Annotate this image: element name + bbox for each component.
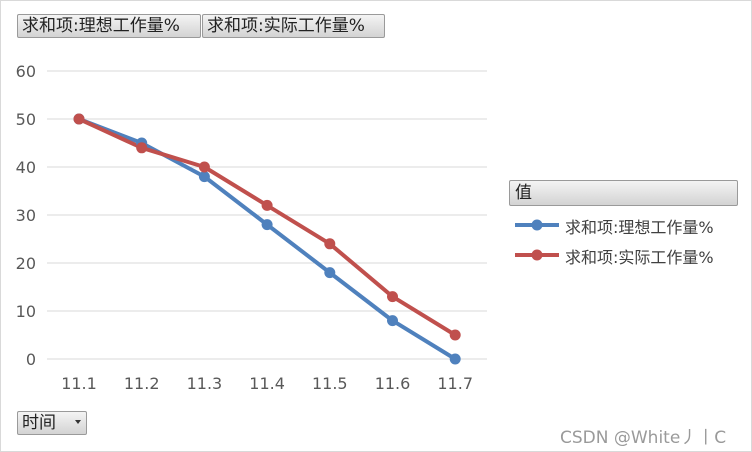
data-point-ideal	[261, 219, 273, 231]
data-point-actual	[261, 199, 273, 211]
y-tick-label: 0	[26, 350, 36, 369]
legend-dot-actual	[531, 249, 543, 261]
y-tick-label: 20	[16, 254, 36, 273]
series-line-ideal	[77, 117, 458, 361]
x-tick-label: 11.2	[124, 374, 160, 393]
data-point-actual	[387, 291, 398, 303]
legend-marker-ideal	[515, 219, 559, 231]
data-point-actual	[73, 113, 85, 125]
legend-title-button[interactable]: 值	[509, 180, 738, 206]
watermark: CSDN @White丿丨C	[560, 428, 727, 448]
x-tick-label: 11.1	[61, 374, 97, 393]
time-field-dropdown[interactable]: 时间	[17, 411, 87, 435]
field-button-actual-label: 求和项:实际工作量%	[207, 16, 365, 36]
data-point-actual	[198, 161, 210, 173]
y-tick-label: 50	[16, 110, 36, 129]
x-tick-label: 11.7	[437, 374, 473, 393]
field-button-ideal-workload[interactable]: 求和项:理想工作量%	[17, 14, 201, 38]
legend-label-ideal: 求和项:理想工作量%	[565, 218, 714, 237]
y-tick-label: 10	[16, 302, 36, 321]
x-tick-label: 11.4	[249, 374, 285, 393]
data-point-ideal	[449, 353, 461, 365]
data-point-actual	[136, 142, 148, 154]
legend-label-actual: 求和项:实际工作量%	[565, 248, 714, 267]
y-tick-label: 40	[16, 158, 36, 177]
data-point-ideal	[198, 171, 210, 183]
data-point-ideal	[387, 315, 398, 327]
legend-dot-ideal	[531, 219, 543, 231]
x-tick-label: 11.5	[312, 374, 348, 393]
legend-marker-actual	[515, 249, 559, 261]
y-tick-label: 30	[16, 206, 36, 225]
field-button-actual-workload[interactable]: 求和项:实际工作量%	[202, 14, 385, 38]
legend-item-actual: 求和项:实际工作量%	[513, 243, 738, 267]
x-tick-label: 11.6	[375, 374, 411, 393]
data-point-actual	[449, 329, 461, 341]
data-point-actual	[324, 238, 336, 250]
field-button-ideal-label: 求和项:理想工作量%	[22, 16, 180, 36]
y-tick-label: 60	[16, 62, 36, 81]
dropdown-arrow-icon[interactable]	[75, 420, 81, 424]
legend-item-ideal: 求和项:理想工作量%	[513, 213, 738, 237]
time-field-label: 时间	[22, 413, 56, 433]
legend-title: 值	[515, 183, 532, 203]
x-tick-label: 11.3	[187, 374, 223, 393]
data-point-ideal	[324, 267, 336, 279]
